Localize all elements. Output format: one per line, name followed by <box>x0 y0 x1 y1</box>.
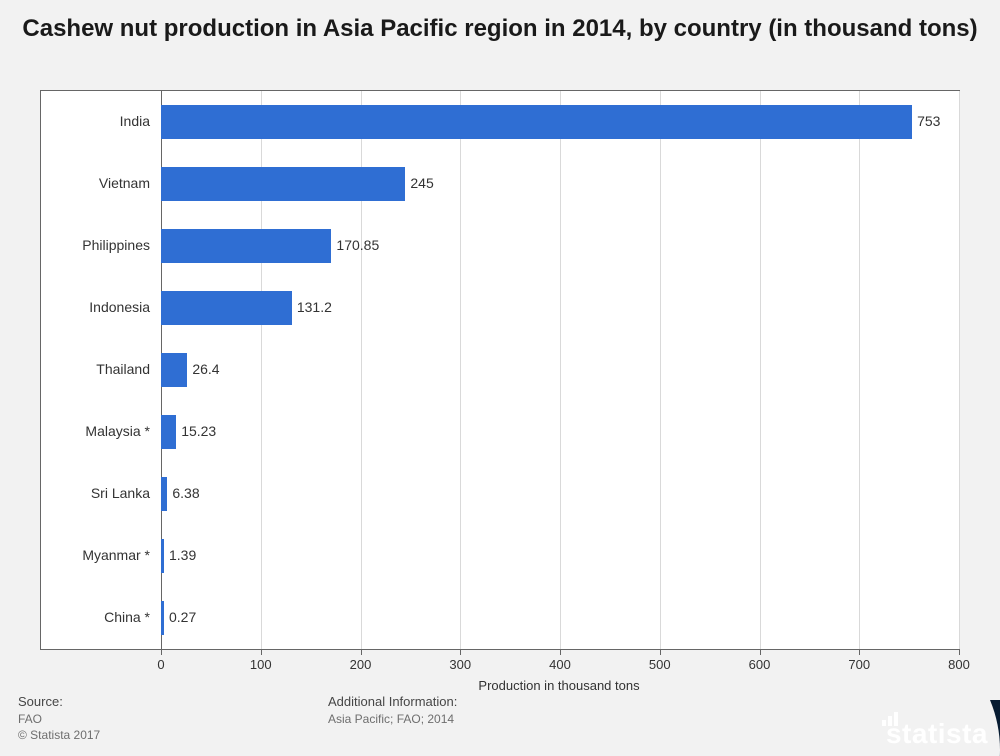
chart-gridline <box>560 91 561 649</box>
copyright-text: © Statista 2017 <box>18 728 100 742</box>
y-axis-category-label: Indonesia <box>0 299 150 315</box>
x-axis-tick-label: 500 <box>649 657 671 672</box>
additional-info-body: Asia Pacific; FAO; 2014 <box>328 712 454 726</box>
chart-bar <box>161 105 912 140</box>
source-body: FAO <box>18 712 42 726</box>
chart-footer: Source: FAO © Statista 2017 Additional I… <box>18 690 1000 756</box>
x-axis-tick <box>760 649 761 655</box>
x-axis-tick <box>161 649 162 655</box>
x-axis-tick-label: 0 <box>157 657 164 672</box>
y-axis-category-label: Sri Lanka <box>0 485 150 501</box>
bar-value-label: 753 <box>917 113 940 129</box>
y-axis-category-label: Vietnam <box>0 175 150 191</box>
chart-bar <box>161 291 292 326</box>
bar-value-label: 170.85 <box>336 237 379 253</box>
x-axis-tick-label: 700 <box>848 657 870 672</box>
chart-gridline <box>959 91 960 649</box>
y-axis-category-label: Malaysia * <box>0 423 150 439</box>
chart-gridline <box>760 91 761 649</box>
y-axis-category-label: Philippines <box>0 237 150 253</box>
x-axis-tick <box>560 649 561 655</box>
x-axis-tick <box>660 649 661 655</box>
y-axis-category-label: China * <box>0 609 150 625</box>
x-axis-tick <box>859 649 860 655</box>
y-axis-category-label: Myanmar * <box>0 547 150 563</box>
chart-bar <box>161 601 164 636</box>
bar-value-label: 15.23 <box>181 423 216 439</box>
x-axis-tick-label: 200 <box>350 657 372 672</box>
chart-bar <box>161 477 167 512</box>
x-axis-tick <box>460 649 461 655</box>
chart-bar <box>161 415 176 450</box>
logo-text: statista <box>886 718 988 750</box>
chart-plot-inner: 0100200300400500600700800 <box>41 91 959 649</box>
x-axis-tick-label: 400 <box>549 657 571 672</box>
bar-value-label: 0.27 <box>169 609 196 625</box>
x-axis-tick-label: 800 <box>948 657 970 672</box>
bar-value-label: 6.38 <box>172 485 199 501</box>
page: Cashew nut production in Asia Pacific re… <box>0 0 1000 756</box>
y-axis-category-label: India <box>0 113 150 129</box>
statista-logo: statista <box>810 700 1000 756</box>
chart-gridline <box>460 91 461 649</box>
chart-gridline <box>859 91 860 649</box>
chart-bar <box>161 353 187 388</box>
chart-gridline <box>660 91 661 649</box>
bar-value-label: 26.4 <box>192 361 219 377</box>
x-axis-tick <box>361 649 362 655</box>
y-axis-category-label: Thailand <box>0 361 150 377</box>
source-heading: Source: <box>18 694 63 709</box>
x-axis-tick <box>959 649 960 655</box>
additional-info-heading: Additional Information: <box>328 694 457 709</box>
x-axis-tick <box>261 649 262 655</box>
x-axis-tick-label: 600 <box>749 657 771 672</box>
bar-value-label: 245 <box>410 175 433 191</box>
chart-title: Cashew nut production in Asia Pacific re… <box>0 14 1000 44</box>
x-axis-tick-label: 300 <box>449 657 471 672</box>
chart-bar <box>161 539 164 574</box>
chart-bar <box>161 229 331 264</box>
bar-value-label: 131.2 <box>297 299 332 315</box>
x-axis-tick-label: 100 <box>250 657 272 672</box>
chart-bar <box>161 167 405 202</box>
chart-plot-area: 0100200300400500600700800 <box>40 90 960 650</box>
bar-value-label: 1.39 <box>169 547 196 563</box>
